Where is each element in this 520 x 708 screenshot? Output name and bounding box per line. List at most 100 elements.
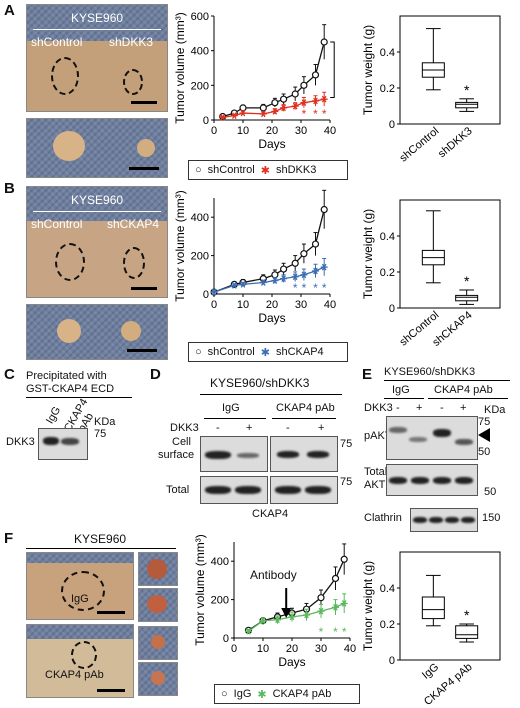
data-point-star [259, 617, 267, 625]
antibody-annotation: Antibody [250, 568, 297, 582]
x-tick-label: 0 [231, 643, 237, 655]
band-arrowhead-icon [478, 428, 490, 442]
blot-dkk3-c [38, 428, 88, 460]
marker-50a-e: 50 [478, 446, 491, 458]
y-tick-label: 0 [389, 303, 395, 315]
panel-letter-e: E [362, 366, 373, 383]
data-point-star-stroke [313, 267, 318, 275]
panel-d-title: KYSE960/shDKK3 [210, 376, 310, 390]
y-tick-label: 200 [191, 251, 209, 263]
y-tick-label: 400 [211, 556, 229, 568]
excised-tumor-left-b [57, 319, 81, 343]
scale-bar-a2 [129, 167, 159, 170]
row-label-total-e: Total [364, 466, 388, 478]
tumor-outline-igg-f [61, 571, 105, 611]
data-point-star-stroke [313, 97, 318, 105]
legend-label-control-b: shControl [207, 346, 255, 358]
data-point-circle [300, 81, 308, 89]
box [455, 294, 479, 302]
y-tick-label: 400 [191, 46, 209, 58]
tumor-outline-right-b [123, 247, 145, 279]
panel-letter-f: F [4, 530, 14, 547]
box [455, 625, 479, 639]
data-point-star [288, 613, 296, 621]
data-point-circle [271, 99, 279, 107]
data-point-circle [311, 240, 320, 248]
x-tick-label: 10 [257, 643, 269, 655]
significance-mark: * [302, 281, 307, 295]
y-axis-label: Tumor weight (g) [361, 25, 375, 115]
minus-1-e: - [396, 402, 400, 414]
data-point-star-stroke [231, 112, 237, 120]
photo-label-left-a: shControl [31, 35, 83, 49]
y-tick-label: 0.2 [380, 83, 395, 95]
x-axis-label: Days [258, 137, 285, 151]
y-tick-label: 0 [203, 289, 209, 301]
legend-label-control-a: shControl [207, 164, 255, 176]
row-label-total-d: Total [166, 484, 190, 496]
data-point-circle [300, 250, 308, 258]
row-label-cell-d: Cell [172, 436, 191, 448]
x-tick-label: 10 [237, 125, 249, 137]
y-tick-label: 200 [191, 80, 209, 92]
x-tick-label: 20 [266, 125, 278, 137]
data-point-star-stroke [321, 263, 327, 271]
legend-label-shckap4-b: shCKAP4 [275, 346, 324, 358]
plot-frame [399, 15, 501, 125]
y-tick-label: 0 [223, 633, 229, 645]
data-point-circle [291, 259, 299, 267]
marker-75-c: 75 [94, 428, 107, 440]
data-point-star [239, 109, 247, 117]
data-point-star [210, 288, 218, 296]
data-point-star [291, 102, 299, 110]
group-label-igg-d: IgG [222, 402, 240, 414]
x-tick-label: 0 [211, 125, 217, 137]
data-point-circle [331, 574, 340, 583]
significance-mark: * [319, 625, 324, 639]
marker-75-e: 75 [478, 416, 491, 428]
row-label-surface-d: surface [158, 449, 195, 461]
data-point-circle [239, 104, 247, 112]
data-point-star [312, 97, 319, 105]
panel-c-title-underline [26, 397, 132, 398]
data-point-star-stroke [289, 613, 295, 621]
significance-mark: * [293, 281, 298, 295]
data-point-star [245, 627, 252, 635]
box [421, 596, 445, 620]
y-axis-label: Tumor volume (mm³) [173, 190, 187, 302]
scale-bar-b [131, 287, 157, 290]
plus-1-e: + [416, 402, 423, 414]
legend-label-igg-f: IgG [233, 688, 252, 700]
blot-clathrin-e [410, 508, 478, 532]
data-point-star [320, 263, 328, 271]
data-point-circle [317, 594, 325, 602]
scale-bar-b2 [127, 349, 157, 352]
tumor-outline-left-a [51, 57, 79, 95]
panel-letter-a: A [4, 2, 15, 19]
panel-letter-c: C [4, 366, 15, 383]
photo-label-left-b: shControl [31, 217, 83, 231]
data-point-star-stroke [292, 273, 298, 281]
legend-marker-shdkk3-a: ✱ [260, 164, 270, 177]
y-tick-label: 600 [191, 11, 209, 23]
mouse-photo-b: KYSE960 shControl shCKAP4 [26, 186, 168, 298]
significance-mark: * [333, 625, 338, 639]
volume-chart-b: 0 200 400 0 10 20 30 40 Days Tumor volume (mm³) * *… [173, 189, 336, 325]
panel-letter-d: D [150, 366, 161, 383]
y-tick-label: 0.2 [380, 267, 395, 279]
legend-marker-ckap4-f: ✱ [257, 688, 267, 701]
data-point-star [303, 611, 310, 619]
photo-label-right-b: shCKAP4 [107, 217, 160, 231]
data-point-circle [311, 71, 320, 79]
data-point-star-stroke [220, 114, 226, 121]
y-axis-label: Tumor volume (mm³) [173, 12, 187, 124]
minus-2-d: - [286, 422, 290, 434]
data-point-star-stroke [272, 277, 278, 284]
row-label-pakt-e: pAKT [364, 430, 392, 442]
data-point-star [300, 271, 308, 279]
y-tick-label: 0 [389, 119, 395, 131]
legend-marker-control-a: ○ [195, 164, 202, 176]
excised-tumor-ckap4-1-f [138, 626, 178, 660]
